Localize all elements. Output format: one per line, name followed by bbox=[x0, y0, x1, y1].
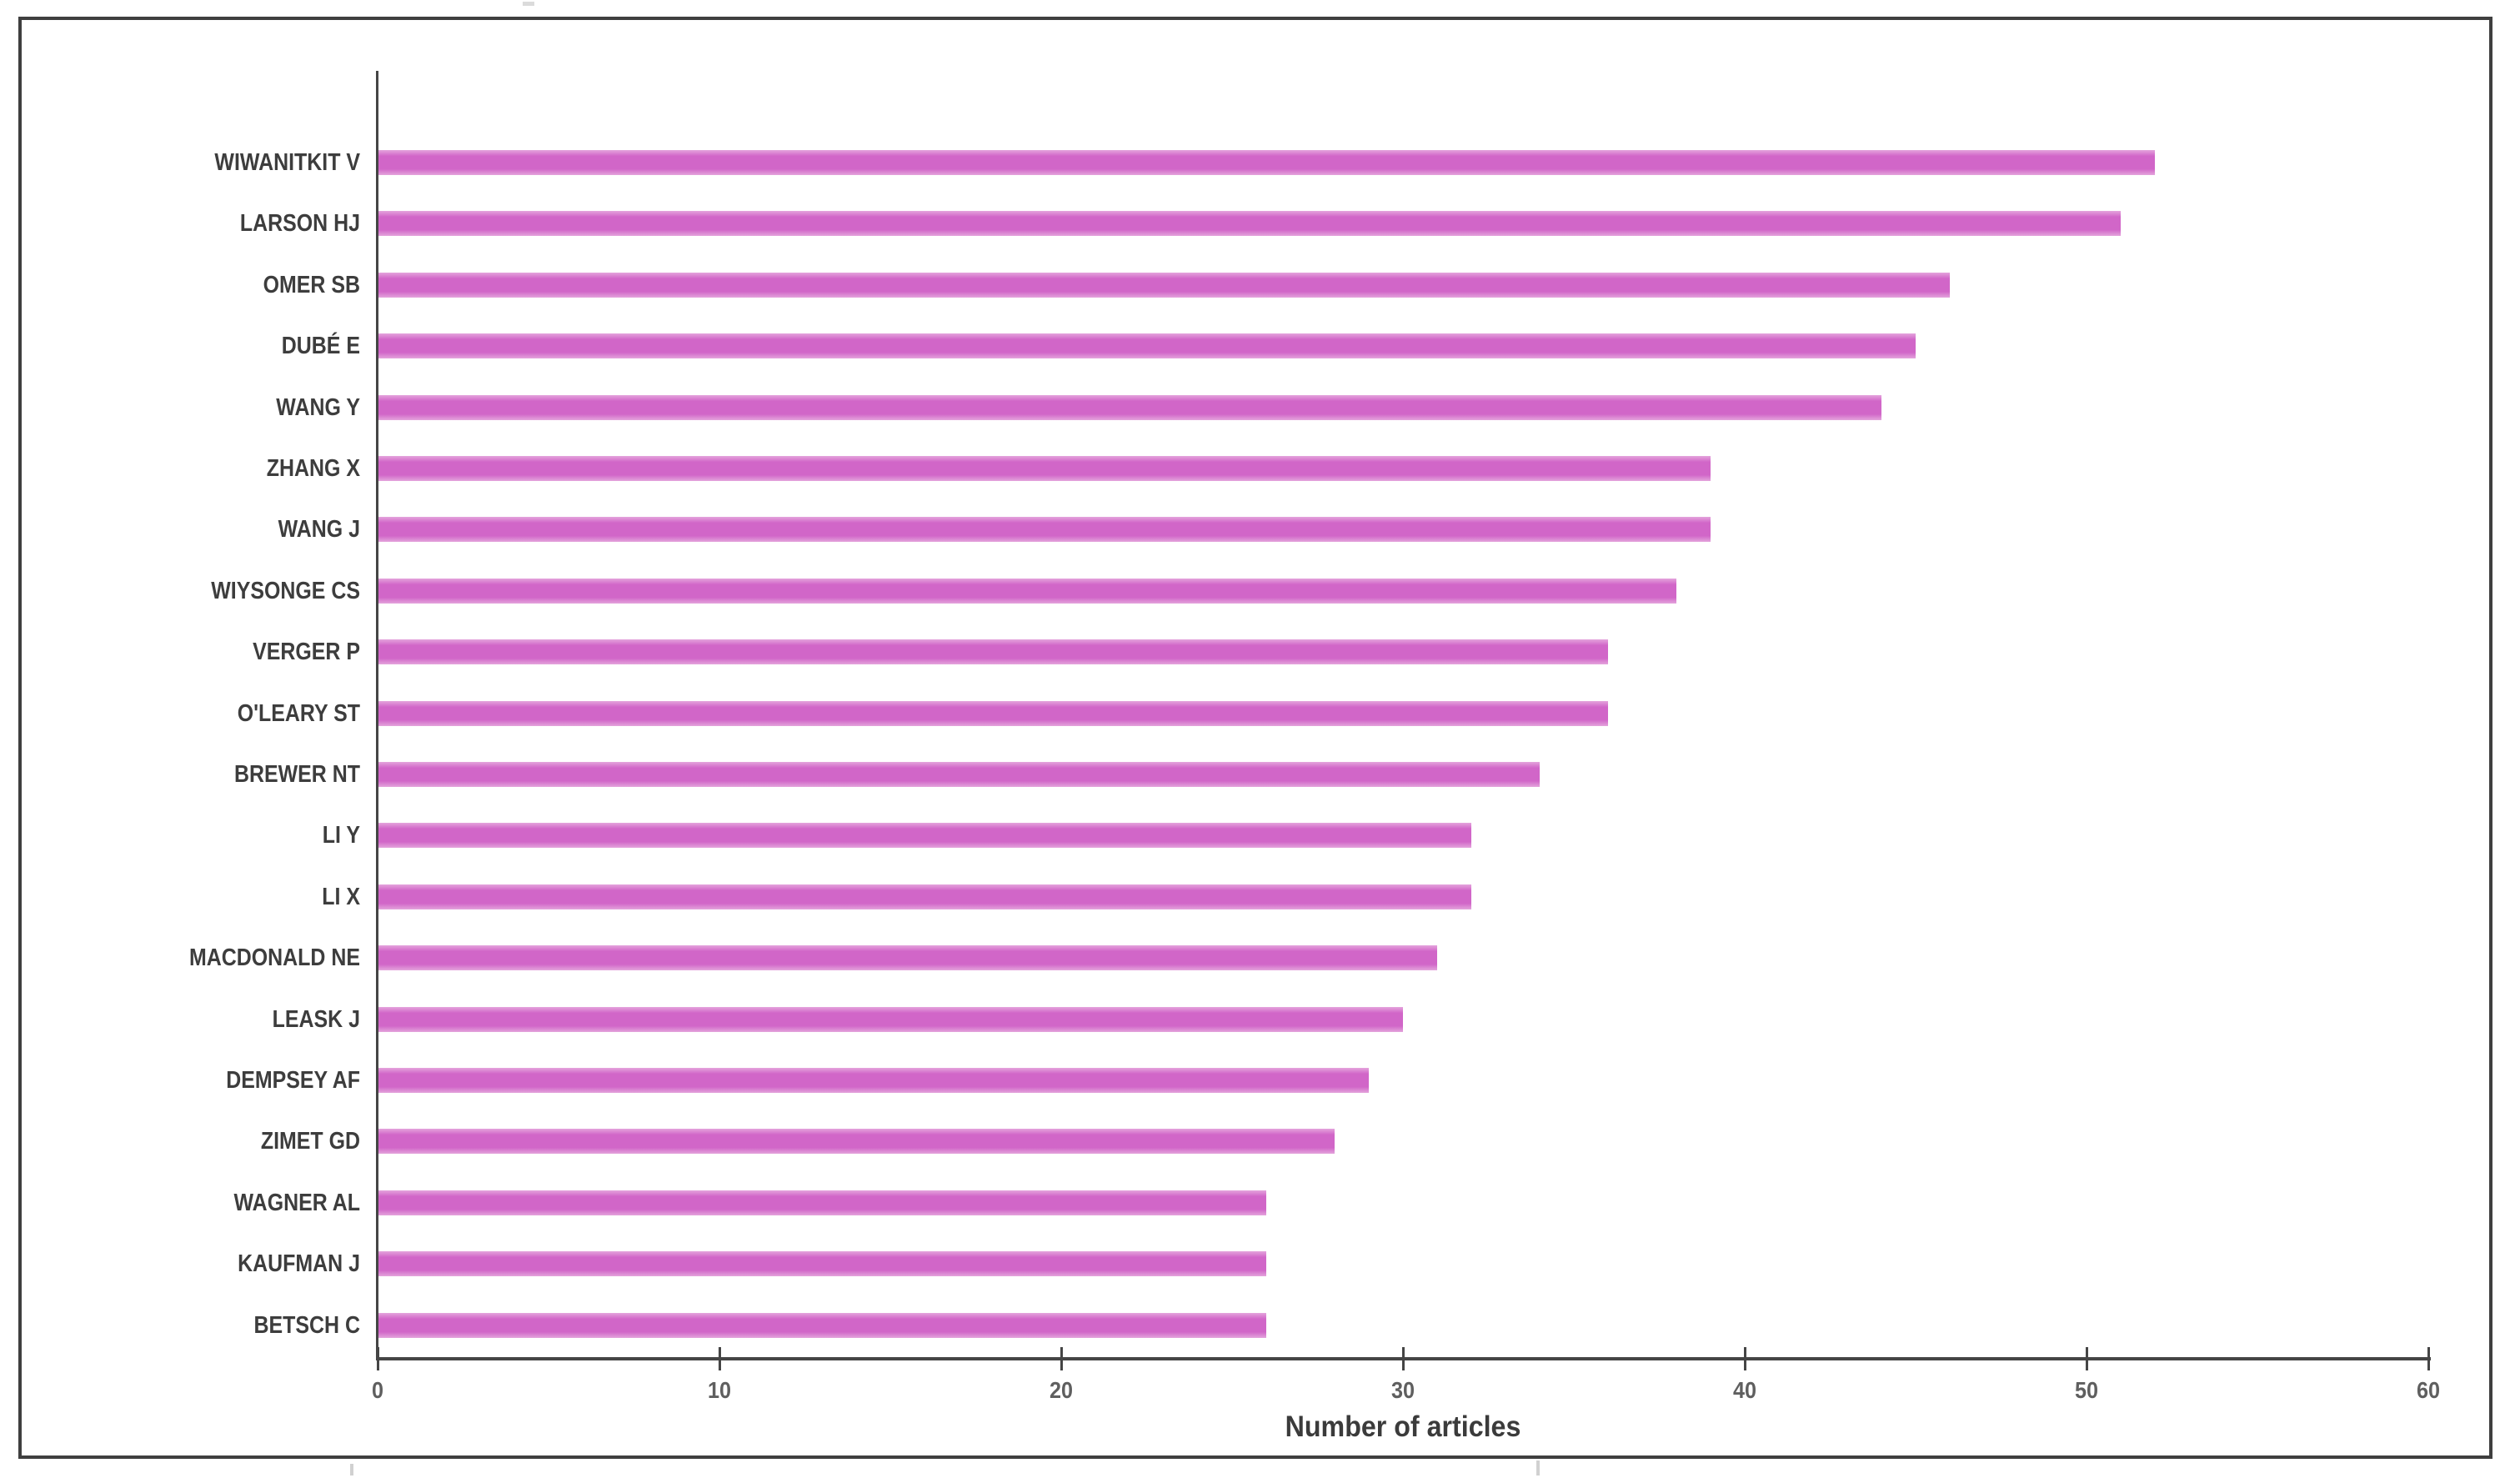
y-axis-line bbox=[376, 71, 378, 1360]
category-label: WANG Y bbox=[276, 393, 360, 421]
x-axis-tick bbox=[1402, 1347, 1405, 1370]
category-label: WAGNER AL bbox=[233, 1189, 360, 1216]
category-label: MACDONALD NE bbox=[188, 944, 360, 972]
category-label: DEMPSEY AF bbox=[226, 1067, 360, 1094]
bar bbox=[378, 762, 1540, 787]
bar bbox=[378, 639, 1608, 665]
category-label: ZIMET GD bbox=[260, 1128, 360, 1155]
bar bbox=[378, 272, 1950, 298]
category-label: WANG J bbox=[278, 516, 360, 544]
bar bbox=[378, 517, 1711, 543]
bar bbox=[378, 1129, 1335, 1155]
category-label: KAUFMAN J bbox=[238, 1250, 360, 1278]
bar bbox=[378, 456, 1711, 481]
category-label: WIWANITKIT V bbox=[214, 149, 360, 176]
x-axis-tick-label: 60 bbox=[2416, 1377, 2441, 1403]
x-axis-tick bbox=[377, 1347, 379, 1370]
x-axis-tick-label: 40 bbox=[1732, 1377, 1757, 1403]
x-axis-tick bbox=[1060, 1347, 1063, 1370]
category-label: LEASK J bbox=[272, 1005, 360, 1033]
bar bbox=[378, 945, 1437, 971]
category-label: DUBÉ E bbox=[281, 333, 360, 360]
bar bbox=[378, 394, 1881, 420]
bar bbox=[378, 1190, 1266, 1215]
bar bbox=[378, 1251, 1266, 1277]
category-label: BETSCH C bbox=[253, 1311, 360, 1339]
x-axis-tick-label: 0 bbox=[371, 1377, 384, 1403]
category-label: LI X bbox=[322, 883, 360, 910]
x-axis-tick bbox=[1744, 1347, 1746, 1370]
scan-artifact-mark bbox=[1536, 1460, 1540, 1475]
bar bbox=[378, 211, 2121, 237]
scan-artifact-mark bbox=[350, 1464, 353, 1475]
category-label: OMER SB bbox=[263, 271, 360, 298]
bar bbox=[378, 333, 1916, 359]
bar bbox=[378, 1006, 1403, 1032]
x-axis-tick-label: 20 bbox=[1049, 1377, 1074, 1403]
x-axis-tick-label: 50 bbox=[2074, 1377, 2099, 1403]
category-label: LI Y bbox=[322, 822, 360, 849]
x-axis-tick-label: 30 bbox=[1390, 1377, 1415, 1403]
category-label: O'LEARY ST bbox=[237, 699, 360, 727]
category-label: LARSON HJ bbox=[239, 210, 360, 238]
category-label: VERGER P bbox=[253, 639, 360, 666]
category-label: ZHANG X bbox=[266, 455, 360, 482]
x-axis-tick bbox=[2427, 1347, 2430, 1370]
chart-frame bbox=[18, 17, 2492, 1459]
bar bbox=[378, 578, 1676, 604]
category-label: WIYSONGE CS bbox=[211, 577, 360, 604]
category-label: BREWER NT bbox=[233, 761, 360, 788]
x-axis-title: Number of articles bbox=[1285, 1410, 1521, 1443]
x-axis-tick bbox=[2086, 1347, 2088, 1370]
x-axis-tick-label: 10 bbox=[707, 1377, 732, 1403]
bar bbox=[378, 700, 1608, 726]
bar bbox=[378, 823, 1471, 849]
bar bbox=[378, 884, 1471, 909]
x-axis-tick bbox=[719, 1347, 721, 1370]
bar bbox=[378, 1312, 1266, 1338]
bar bbox=[378, 150, 2155, 175]
bar bbox=[378, 1068, 1369, 1093]
scan-artifact-mark bbox=[523, 2, 534, 6]
